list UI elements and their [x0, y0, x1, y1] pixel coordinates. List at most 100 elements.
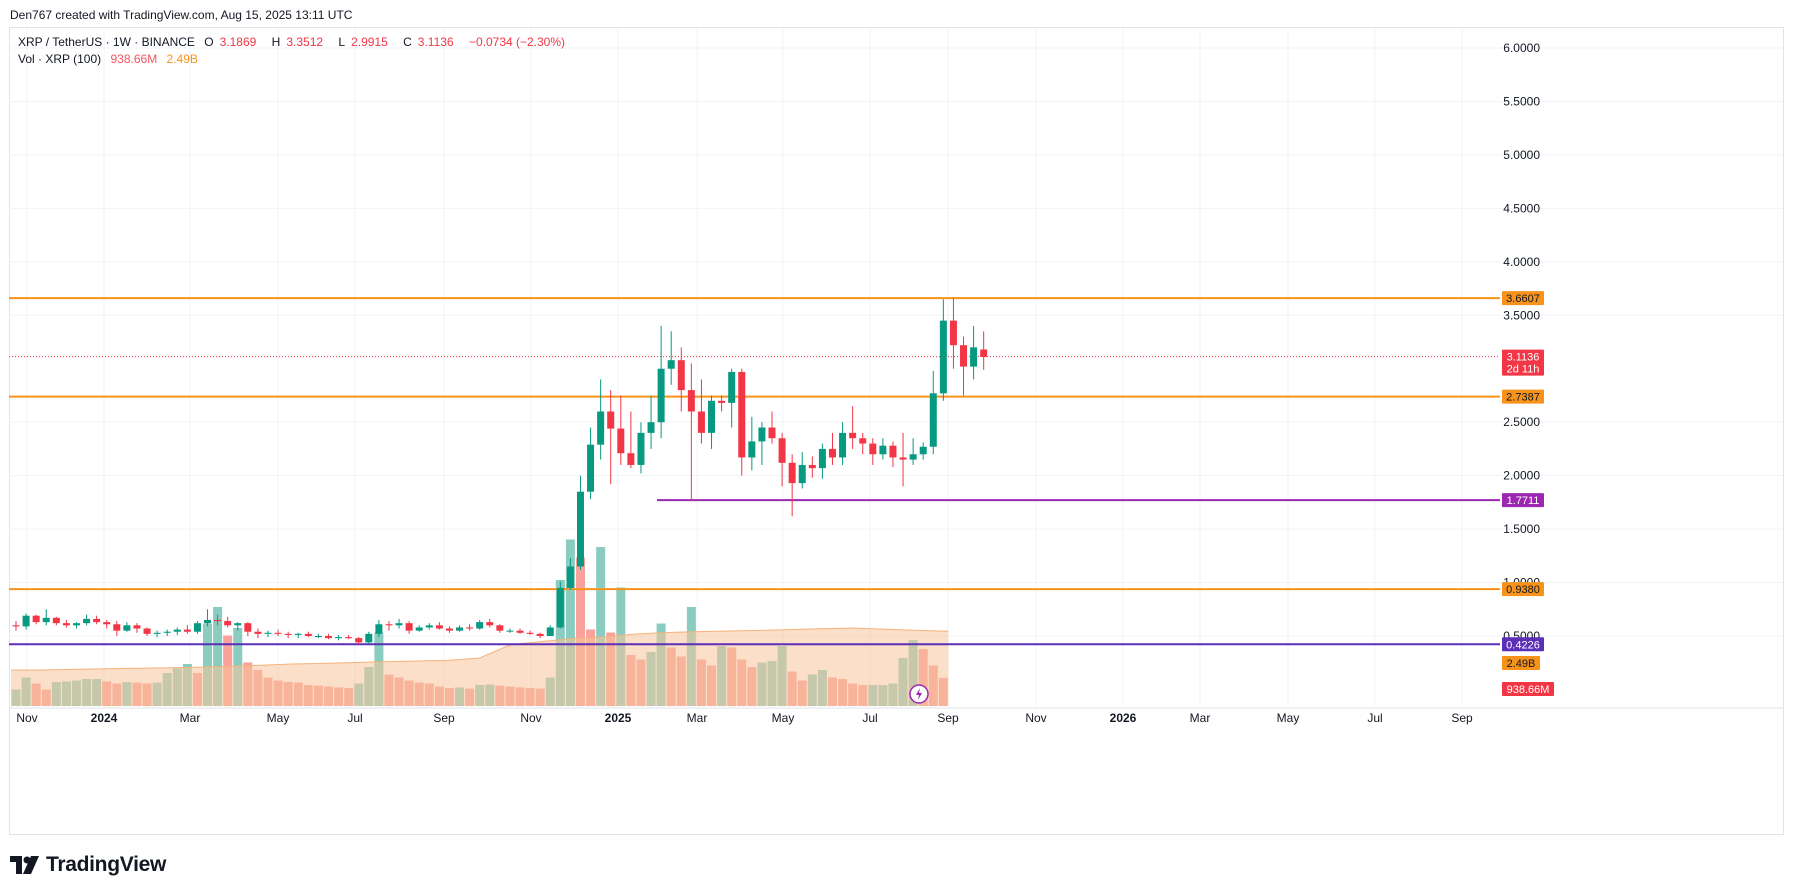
candle	[970, 325, 978, 380]
candle	[445, 626, 453, 633]
volume-ma	[11, 627, 949, 706]
candle	[748, 416, 756, 471]
candle	[385, 621, 393, 631]
candle	[788, 454, 796, 517]
candle-body	[294, 633, 302, 635]
candle-body	[103, 622, 111, 625]
candle	[405, 621, 413, 634]
candle	[697, 379, 705, 444]
candle	[768, 411, 776, 444]
candle-body	[708, 400, 716, 433]
time-tick-label: Mar	[1190, 711, 1211, 725]
time-tick-label: Sep	[937, 711, 959, 725]
candle	[456, 625, 464, 632]
time-axis: Nov 2024 Mar May Jul Sep Nov 2025 Mar May Jul Sep No…	[16, 711, 1473, 725]
candle	[728, 368, 736, 428]
price-tick-label: 3.5000	[1503, 308, 1540, 322]
candle-body	[193, 623, 201, 632]
candle-body	[869, 443, 877, 455]
candle	[808, 456, 816, 478]
candle	[264, 630, 272, 638]
candle	[939, 299, 947, 401]
candle-body	[204, 619, 212, 624]
candle-body	[617, 428, 625, 454]
candle	[486, 618, 494, 628]
candle	[899, 432, 907, 487]
candle-body	[657, 368, 665, 423]
price-tick-label: 4.0000	[1503, 255, 1540, 269]
candle	[123, 622, 131, 632]
price-tick-label: 5.0000	[1503, 148, 1540, 162]
price-change: −0.0734 (−2.30%)	[468, 35, 566, 49]
candle	[395, 618, 403, 629]
level-tag	[1502, 493, 1544, 508]
candle-body	[214, 619, 222, 622]
candle	[214, 614, 222, 626]
candle-body	[274, 632, 282, 634]
time-tick-label: May	[1277, 711, 1300, 725]
candle	[828, 432, 836, 465]
candle-body	[113, 624, 121, 631]
volume-bar	[203, 623, 213, 706]
candle	[949, 298, 957, 369]
candle	[929, 370, 937, 455]
volume-value: 938.66M	[110, 52, 158, 66]
candle-body	[183, 629, 191, 632]
candle	[879, 438, 887, 460]
candle-body	[828, 448, 836, 458]
candle-body	[536, 633, 544, 636]
candle	[103, 619, 111, 629]
candle-body	[637, 432, 645, 465]
time-tick-label: 2024	[91, 711, 118, 725]
candle	[294, 632, 302, 639]
current-price-tag	[1502, 349, 1544, 376]
candle-body	[173, 629, 181, 632]
candle-body	[647, 422, 655, 433]
candle	[798, 452, 806, 489]
candle-body	[627, 453, 635, 465]
candle-body	[879, 445, 887, 455]
price-tick-label: 2.0000	[1503, 469, 1540, 483]
candle-body	[83, 618, 91, 624]
price-chart[interactable]: 6.0000 5.5000 5.0000 4.5000 4.0000 3.5000 2.50…	[0, 0, 1794, 835]
candle-body	[949, 320, 957, 346]
time-tick-label: May	[772, 711, 795, 725]
volume-bar	[565, 539, 575, 706]
price-tick-label: 5.5000	[1503, 94, 1540, 108]
volume-ma-line	[11, 627, 949, 671]
candle-body	[788, 462, 796, 484]
lightning-icon	[909, 684, 929, 704]
candle	[365, 631, 373, 644]
candle-body	[778, 438, 786, 463]
candle-body	[22, 615, 30, 627]
volume-legend[interactable]: Vol · XRP (100) 938.66M 2.49B	[18, 52, 204, 66]
chart-credit: Den767 created with TradingView.com, Aug…	[10, 8, 353, 22]
candle-body	[758, 427, 766, 442]
volume-bar	[596, 547, 606, 706]
candle	[526, 630, 534, 635]
candle-body	[163, 631, 171, 633]
candle	[314, 633, 322, 639]
candle-body	[516, 630, 524, 633]
candle-body	[738, 371, 746, 458]
candle-body	[445, 628, 453, 631]
candle-body	[859, 438, 867, 444]
candle	[204, 609, 212, 627]
candle-body	[32, 615, 40, 623]
tradingview-logo[interactable]: TradingView	[10, 853, 166, 877]
countdown-label: 2d 11h	[1507, 364, 1540, 376]
candle	[576, 475, 584, 570]
candle-body	[52, 617, 60, 624]
candle-body	[476, 622, 484, 629]
candle-body	[486, 622, 494, 626]
current-price-label: 3.1136	[1507, 352, 1540, 364]
candle-body	[939, 320, 947, 394]
price-tick-label: 4.5000	[1503, 201, 1540, 215]
candle	[345, 634, 353, 640]
candle-body	[576, 491, 584, 567]
candle	[718, 395, 726, 412]
candle	[113, 621, 121, 636]
candle	[143, 627, 151, 636]
candle	[375, 619, 383, 638]
